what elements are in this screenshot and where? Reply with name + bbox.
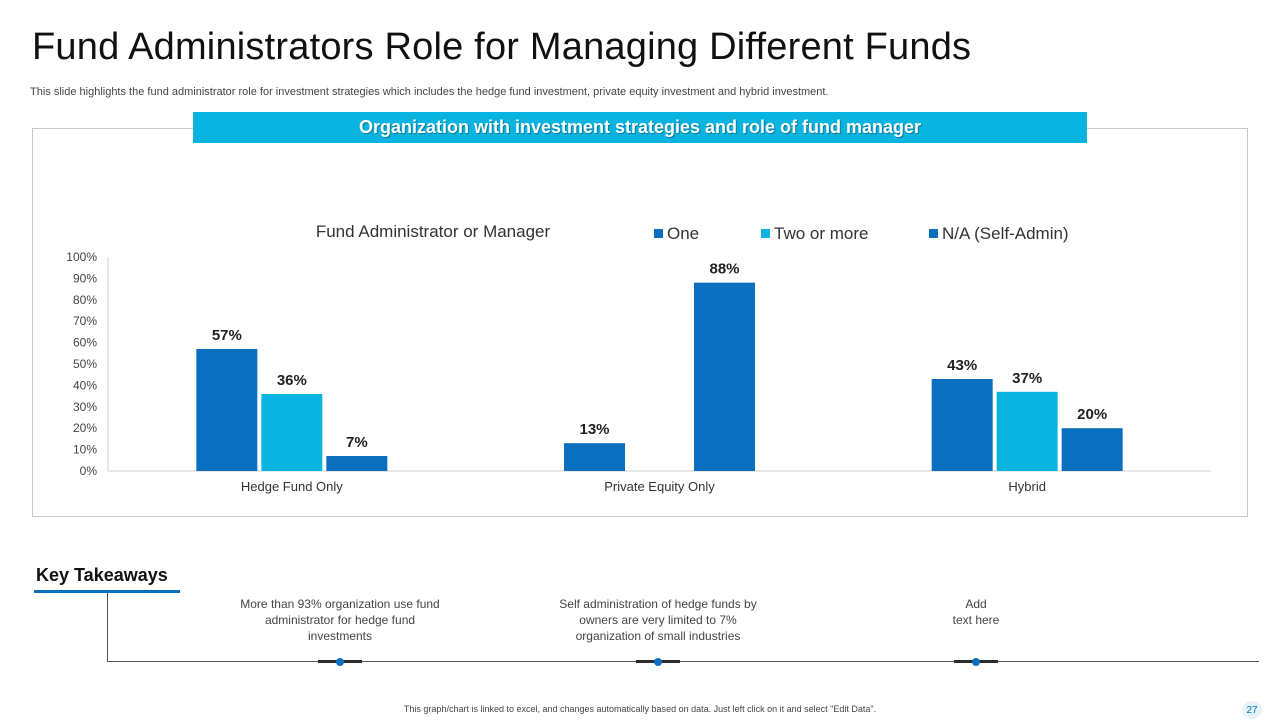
bar [261,393,323,471]
timeline-dot-3 [972,658,980,666]
slide-subtitle: This slide highlights the fund administr… [30,86,829,98]
takeaway-2: Self administration of hedge funds by ow… [559,597,757,643]
y-tick-label: 40% [73,378,97,392]
y-tick-label: 90% [73,271,97,285]
data-label: 20% [1077,406,1107,423]
data-label: 88% [709,261,739,278]
x-tick-label: Private Equity Only [604,479,715,494]
bar [196,349,258,471]
page-title: Fund Administrators Role for Managing Di… [32,26,972,68]
timeline-dot-1 [336,658,344,666]
y-tick-label: 30% [73,400,97,414]
legend-label: One [667,224,699,243]
page-number: 27 [1242,701,1262,719]
y-tick-label: 70% [73,314,97,328]
data-label: 57% [212,327,242,344]
x-tick-label: Hedge Fund Only [241,479,343,494]
data-label: 36% [277,372,307,389]
footer-note: This graph/chart is linked to excel, and… [403,704,877,714]
bar [564,443,625,471]
chart-banner: Organization with investment strategies … [193,112,1087,143]
bar [326,456,388,471]
timeline-dot-2 [654,658,662,666]
takeaway-3: Add text here [952,597,1000,627]
y-tick-label: 0% [80,464,98,478]
y-tick-label: 60% [73,336,97,350]
bar [694,282,755,471]
legend-label: Two or more [774,224,868,243]
legend-swatch [654,229,663,238]
y-tick-label: 50% [73,357,97,371]
y-tick-label: 100% [66,250,97,264]
y-tick-label: 20% [73,421,97,435]
data-label: 43% [947,357,977,374]
bar [1061,428,1123,471]
key-takeaways-title: Key Takeaways [36,565,168,585]
data-label: 7% [346,434,368,451]
data-label: 37% [1012,370,1042,387]
data-label: 13% [579,421,609,438]
timeline-vertical-line [107,593,108,661]
y-tick-label: 10% [73,443,97,457]
bar [996,391,1058,471]
legend-swatch [761,229,770,238]
takeaway-1: More than 93% organization use fund admi… [240,597,440,643]
bar [931,378,993,471]
y-tick-label: 80% [73,293,97,307]
legend-label: N/A (Self-Admin) [942,224,1069,243]
key-takeaways-underline [34,590,180,593]
chart-title: Fund Administrator or Manager [316,222,551,241]
legend-swatch [929,229,938,238]
x-tick-label: Hybrid [1008,479,1046,494]
timeline-horizontal-line [107,661,1259,662]
